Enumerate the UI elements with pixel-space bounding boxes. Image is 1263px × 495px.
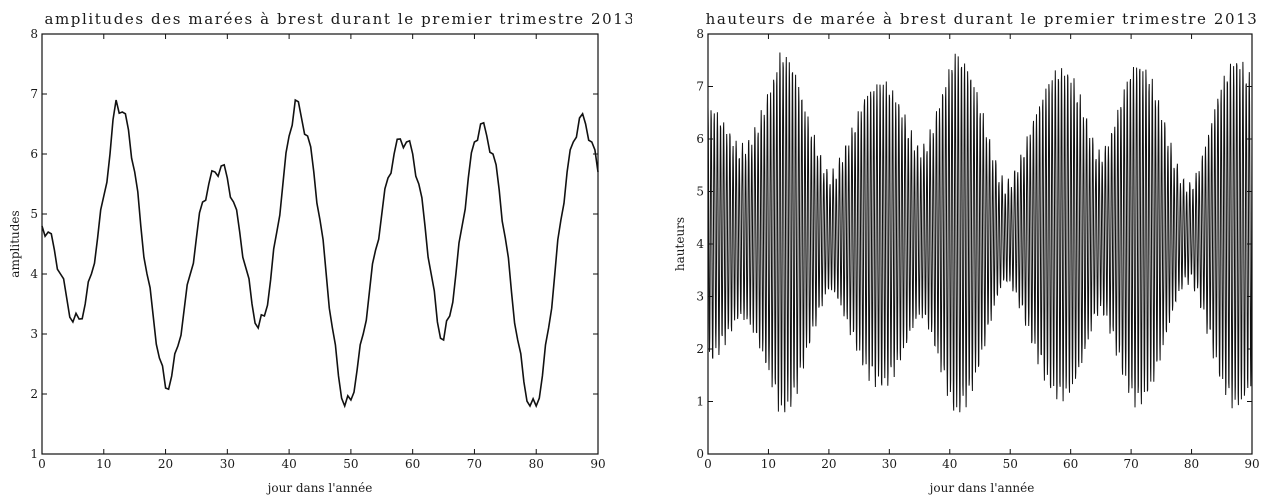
y-tick-label: 2 bbox=[30, 387, 38, 401]
x-tick-label: 50 bbox=[343, 457, 358, 471]
x-tick-label: 60 bbox=[1063, 457, 1078, 471]
x-tick-label: 40 bbox=[281, 457, 296, 471]
y-tick-label: 4 bbox=[696, 237, 704, 251]
x-tick-label: 90 bbox=[590, 457, 605, 471]
y-tick-label: 6 bbox=[30, 147, 38, 161]
y-axis-label: amplitudes bbox=[8, 210, 22, 277]
y-tick-label: 6 bbox=[696, 132, 704, 146]
y-tick-label: 5 bbox=[30, 207, 38, 221]
tick-group: 0 10 20 30 40 50 60 70 80 90 1 2 3 4 5 6 7 8 bbox=[30, 27, 605, 471]
x-axis-label: jour dans l'année bbox=[928, 481, 1035, 495]
y-tick-label: 8 bbox=[696, 27, 704, 41]
x-tick-label: 80 bbox=[529, 457, 544, 471]
height-chart: hauteurs de marée à brest durant le prem… bbox=[673, 10, 1260, 495]
y-tick-label: 4 bbox=[30, 267, 38, 281]
y-tick-label: 7 bbox=[30, 87, 38, 101]
x-tick-label: 90 bbox=[1244, 457, 1259, 471]
chart-title: hauteurs de marée à brest durant le prem… bbox=[706, 10, 1259, 28]
y-tick-label: 8 bbox=[30, 27, 38, 41]
x-tick-label: 20 bbox=[821, 457, 836, 471]
x-tick-label: 10 bbox=[761, 457, 776, 471]
x-tick-label: 0 bbox=[704, 457, 712, 471]
x-axis-label: jour dans l'année bbox=[266, 481, 373, 495]
x-tick-label: 40 bbox=[942, 457, 957, 471]
x-tick-label: 20 bbox=[158, 457, 173, 471]
y-tick-label: 0 bbox=[696, 447, 704, 461]
y-tick-label: 3 bbox=[696, 290, 704, 304]
plot-frame bbox=[41, 33, 599, 455]
amplitude-series-line bbox=[41, 98, 599, 409]
height-series-line bbox=[707, 52, 1253, 413]
y-tick-label: 1 bbox=[696, 395, 704, 409]
x-tick-label: 60 bbox=[405, 457, 420, 471]
x-tick-label: 70 bbox=[1123, 457, 1138, 471]
y-tick-label: 5 bbox=[696, 185, 704, 199]
y-tick-label: 1 bbox=[30, 447, 38, 461]
x-tick-label: 0 bbox=[38, 457, 46, 471]
y-tick-label: 3 bbox=[30, 327, 38, 341]
y-axis-label: hauteurs bbox=[673, 217, 687, 271]
x-tick-label: 30 bbox=[220, 457, 235, 471]
x-tick-label: 80 bbox=[1184, 457, 1199, 471]
y-tick-label: 7 bbox=[696, 80, 704, 94]
x-tick-label: 30 bbox=[882, 457, 897, 471]
x-tick-label: 70 bbox=[467, 457, 482, 471]
tick-group: 0 10 20 30 40 50 60 70 80 90 0 1 2 3 4 5 6 7 8 bbox=[696, 27, 1259, 471]
x-tick-label: 10 bbox=[96, 457, 111, 471]
y-tick-label: 2 bbox=[696, 342, 704, 356]
chart-title: amplitudes des marées à brest durant le … bbox=[44, 10, 632, 28]
x-tick-label: 50 bbox=[1003, 457, 1018, 471]
amplitude-chart: amplitudes des marées à brest durant le … bbox=[8, 10, 632, 495]
